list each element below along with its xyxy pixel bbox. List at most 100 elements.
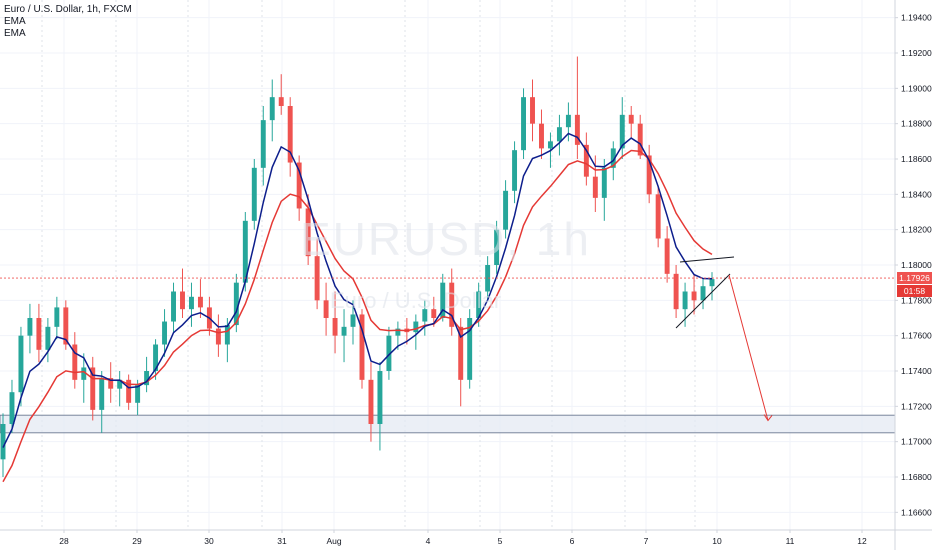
time-axis-label: 7 <box>644 536 649 546</box>
candle-body <box>458 326 464 380</box>
symbol-description-watermark: Euro / U.S. Dollar <box>330 288 502 313</box>
price-axis-label: 1.18600 <box>901 154 932 164</box>
price-axis-label: 1.16600 <box>901 507 932 517</box>
candle-body <box>45 326 51 350</box>
candle-body <box>413 321 419 333</box>
candle-body <box>431 309 437 318</box>
candle-body <box>108 378 114 389</box>
candle-body <box>700 286 706 301</box>
candle-body <box>565 114 571 128</box>
candle-body <box>99 378 105 410</box>
time-axis-label: 4 <box>426 536 431 546</box>
support-zone <box>0 414 896 434</box>
candle-body <box>72 344 78 380</box>
candle-body <box>574 114 580 145</box>
legend-ema-slow[interactable]: EMA <box>4 28 26 39</box>
price-axis-label: 1.17400 <box>901 366 932 376</box>
price-axis-label: 1.18000 <box>901 260 932 270</box>
candle-body <box>440 282 446 318</box>
time-axis-label: 5 <box>498 536 503 546</box>
candle-body <box>449 282 455 327</box>
candle-body <box>368 379 374 424</box>
candle-body <box>0 424 6 460</box>
bar-countdown-tag: 01:58 <box>897 285 932 298</box>
candle-body <box>135 385 141 403</box>
time-axis-label: 11 <box>786 536 795 546</box>
candle-body <box>673 273 679 310</box>
time-axis-label: 31 <box>277 536 287 546</box>
candle-body <box>422 309 428 322</box>
price-axis-label: 1.17800 <box>901 295 932 305</box>
price-axis-label: 1.17200 <box>901 401 932 411</box>
candle-body <box>215 328 221 345</box>
price-axis-label: 1.17000 <box>901 437 932 447</box>
price-axis-label: 1.18400 <box>901 189 932 199</box>
candle-body <box>323 300 329 318</box>
projection-arrowhead <box>763 414 773 422</box>
candle-body <box>467 318 473 380</box>
candle-body <box>278 97 284 106</box>
candle-body <box>619 114 625 149</box>
candle-body <box>350 314 356 327</box>
candle-body <box>296 162 302 209</box>
candle-body <box>287 106 293 163</box>
candle-body <box>162 321 168 345</box>
candle-body <box>637 123 643 156</box>
time-axis-label: 30 <box>204 536 214 546</box>
price-axis-label: 1.16800 <box>901 472 932 482</box>
current-price-tag: 1.17926 <box>897 272 932 285</box>
candle-body <box>682 291 688 310</box>
candle-body <box>224 325 230 345</box>
candle-body <box>341 326 347 336</box>
candle-body <box>27 318 33 336</box>
chart-legend: Euro / U.S. Dollar, 1h, FXCM EMA EMA <box>4 4 132 40</box>
candle-body <box>592 176 598 198</box>
price-axis-label: 1.19000 <box>901 83 932 93</box>
candle-body <box>332 318 338 336</box>
candle-body <box>117 379 123 389</box>
projection-arrow-line <box>728 274 769 421</box>
candle-body <box>547 141 553 149</box>
price-axis-label: 1.18200 <box>901 225 932 235</box>
triangle-lower-line <box>675 273 731 329</box>
candle-body <box>359 314 365 380</box>
candle-body <box>691 291 697 301</box>
candle-body <box>63 307 69 345</box>
candle-body <box>494 229 500 265</box>
candle-body <box>54 307 60 327</box>
candle-body <box>395 328 401 336</box>
candle-body <box>9 392 15 424</box>
candle-body <box>242 220 248 283</box>
candle-body <box>377 371 383 424</box>
candle-body <box>512 150 518 191</box>
time-axis-label: 10 <box>712 536 722 546</box>
candle-body <box>144 371 150 386</box>
symbol-watermark: EURUSD, 1h <box>300 213 591 265</box>
candle-body <box>709 279 715 287</box>
candle-body <box>601 167 607 198</box>
candle-body <box>521 97 526 151</box>
candle-body <box>269 97 275 121</box>
candle-body <box>628 114 634 124</box>
legend-ema-fast[interactable]: EMA <box>4 16 26 27</box>
candle-body <box>126 379 132 403</box>
candle-body <box>610 148 616 168</box>
candle-body <box>305 208 311 257</box>
price-axis-label: 1.19200 <box>901 48 932 58</box>
triangle-upper-line <box>679 256 735 263</box>
candle-body <box>530 97 535 124</box>
candle-body <box>180 291 185 310</box>
candle-body <box>189 296 194 310</box>
candle-body <box>36 318 42 350</box>
legend-title[interactable]: Euro / U.S. Dollar, 1h, FXCM <box>4 4 132 15</box>
candle-body <box>18 335 24 393</box>
ema-fast-line <box>2 132 713 448</box>
candle-body <box>583 144 589 177</box>
time-axis-label: 29 <box>132 536 142 546</box>
candle-body <box>485 265 491 292</box>
candle-body <box>646 155 652 195</box>
candle-body <box>503 190 509 230</box>
candle-body <box>556 127 562 142</box>
price-axis-label: 1.19400 <box>901 13 932 23</box>
